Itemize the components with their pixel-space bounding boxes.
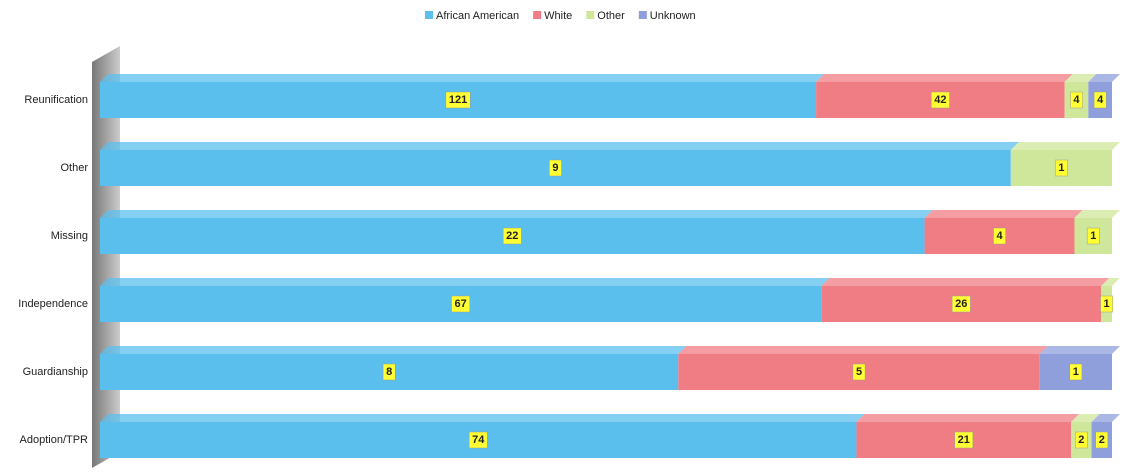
value-label: 4 xyxy=(1097,94,1104,106)
value-label-box xyxy=(451,295,471,313)
bar-top xyxy=(100,414,865,422)
value-label: 1 xyxy=(1058,162,1064,174)
bar-top xyxy=(1074,210,1120,218)
value-label: 74 xyxy=(472,434,485,446)
legend-swatch xyxy=(533,11,542,19)
legend: African American White Other Unknown xyxy=(425,10,696,22)
y-tick-label: Other xyxy=(60,162,88,174)
value-label-box xyxy=(1070,91,1083,109)
legend-label: African American xyxy=(436,10,519,22)
value-label: 4 xyxy=(1073,94,1080,106)
bar-top xyxy=(678,346,1048,354)
value-label: 2 xyxy=(1099,434,1105,446)
bar-top xyxy=(100,278,830,286)
value-label-box xyxy=(1069,363,1083,381)
value-label-box xyxy=(502,227,522,245)
y-tick-label: Guardianship xyxy=(23,366,88,378)
value-label-box xyxy=(1093,91,1107,109)
value-label-box xyxy=(468,431,488,449)
bar-top xyxy=(1101,278,1120,286)
value-label-box xyxy=(930,91,950,109)
bar-top xyxy=(1064,74,1097,82)
value-label: 21 xyxy=(958,434,970,446)
bar-top xyxy=(1039,346,1120,354)
value-label-box xyxy=(993,227,1006,245)
value-label: 9 xyxy=(552,162,558,174)
value-label: 5 xyxy=(856,366,862,378)
legend-label: Other xyxy=(597,10,625,22)
value-label-box xyxy=(549,159,562,177)
value-label: 4 xyxy=(996,230,1003,242)
y-tick-label: Independence xyxy=(18,298,88,310)
bar-top xyxy=(821,278,1110,286)
legend-swatch xyxy=(586,11,595,19)
value-label: 67 xyxy=(455,298,467,310)
y-tick-label: Reunification xyxy=(24,94,88,106)
value-label-box xyxy=(1086,227,1100,245)
bar-top xyxy=(1091,414,1120,422)
bar-top xyxy=(1071,414,1100,422)
value-label-box xyxy=(1095,431,1109,449)
value-label: 1 xyxy=(1073,366,1079,378)
value-label: 1 xyxy=(1104,298,1110,310)
y-tick-label: Missing xyxy=(51,230,88,242)
value-label-box xyxy=(1075,431,1088,449)
value-label: 26 xyxy=(955,298,967,310)
bar-top xyxy=(100,210,933,218)
value-label-box xyxy=(1100,295,1113,313)
bar-top xyxy=(1088,74,1120,82)
value-label: 22 xyxy=(506,230,518,242)
bar-top xyxy=(100,142,1019,150)
legend-label: Unknown xyxy=(650,10,696,22)
bar-top xyxy=(856,414,1080,422)
value-label: 8 xyxy=(386,366,392,378)
bar-top xyxy=(816,74,1073,82)
legend-swatch xyxy=(425,11,433,19)
bar-top xyxy=(100,346,687,354)
bar-top xyxy=(100,74,825,82)
value-label: 1 xyxy=(1090,230,1096,242)
value-label-box xyxy=(382,363,396,381)
bar-top xyxy=(924,210,1083,218)
value-label: 42 xyxy=(934,94,946,106)
legend-swatch xyxy=(638,11,647,19)
bar-top xyxy=(1010,142,1120,150)
value-label: 2 xyxy=(1078,434,1084,446)
value-label-box xyxy=(951,295,971,313)
value-label-box xyxy=(1055,159,1068,177)
value-label-box xyxy=(954,431,974,449)
legend-label: White xyxy=(544,10,572,22)
value-label-box xyxy=(445,91,471,109)
value-label: 121 xyxy=(449,94,467,106)
y-tick-label: Adoption/TPR xyxy=(20,434,89,446)
value-label-box xyxy=(852,363,866,381)
